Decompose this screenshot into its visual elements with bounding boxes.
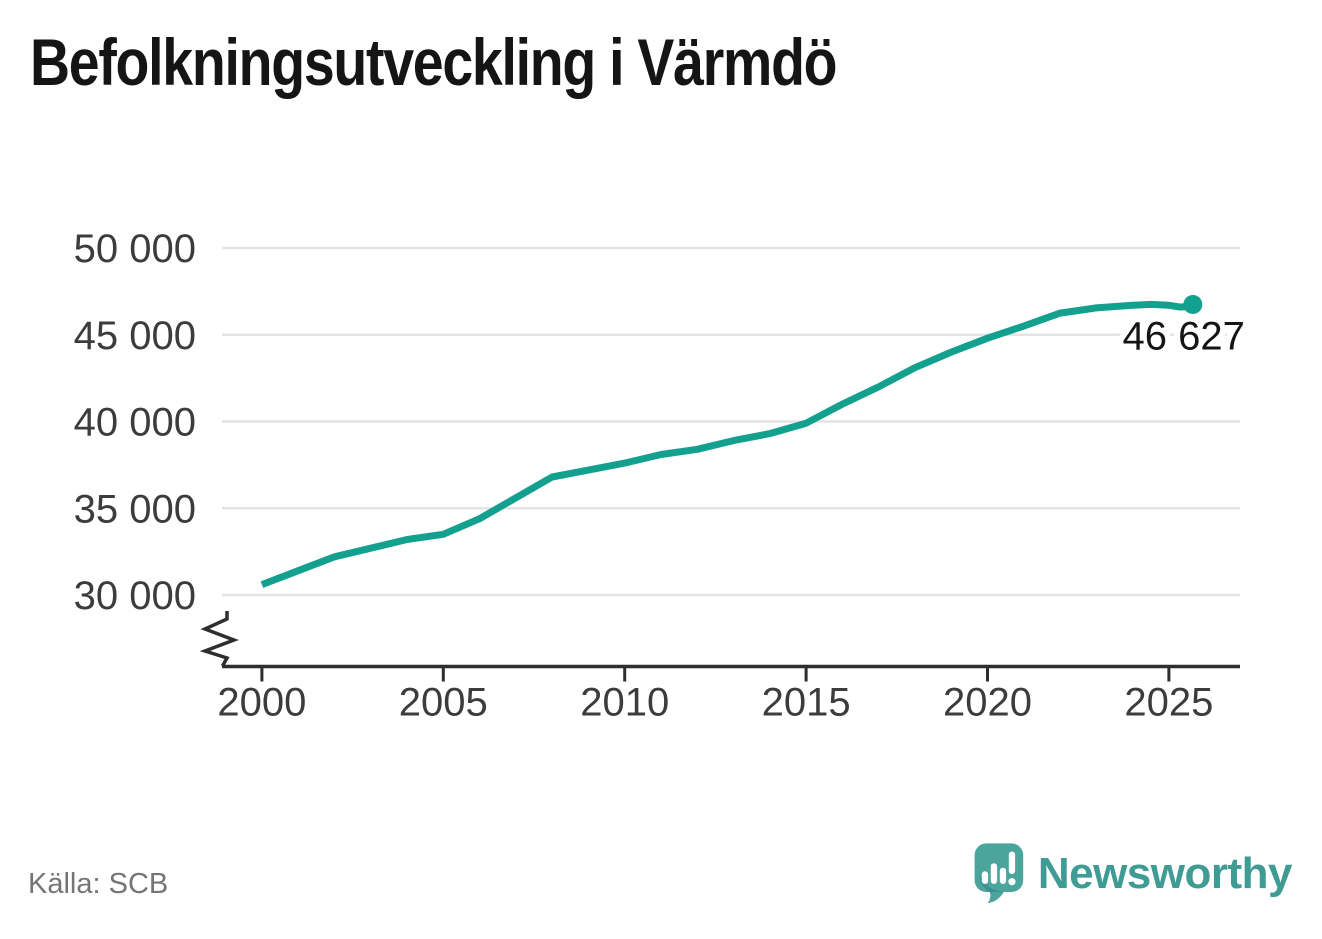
x-tick-label: 2005 (399, 681, 488, 725)
bar-small (981, 871, 988, 884)
newsworthy-branding: Newsworthy (971, 841, 1293, 907)
y-tick-label: 35 000 (74, 487, 196, 531)
exclamation-bar (1008, 851, 1015, 874)
end-value-label: 46 627 (1122, 315, 1244, 359)
chart-title: Befolkningsutveckling i Värmdö (30, 25, 838, 99)
exclamation-dot (1008, 878, 1016, 886)
axis-break-icon (199, 611, 239, 667)
x-tick-label: 2010 (580, 681, 669, 725)
x-tick-label: 2000 (217, 681, 306, 725)
newsworthy-logo-icon (974, 843, 1024, 904)
population-line-endpoint-dot (1183, 295, 1203, 315)
newsworthy-wordmark: Newsworthy (1037, 849, 1293, 898)
y-tick-label: 40 000 (74, 401, 196, 445)
x-tick-label: 2025 (1124, 681, 1213, 725)
bar-medium (999, 867, 1006, 884)
speech-bubble-shape (974, 843, 1024, 904)
y-tick-label: 50 000 (74, 227, 196, 271)
x-tick-label: 2015 (762, 681, 851, 725)
y-tick-label: 30 000 (74, 574, 196, 618)
source-note: Källa: SCB (28, 868, 169, 900)
bubble-shadow-shape (978, 874, 1003, 893)
population-line (260, 300, 1193, 588)
y-tick-label: 45 000 (74, 314, 196, 358)
bar-tall (990, 863, 997, 884)
x-tick-label: 2020 (943, 681, 1032, 725)
